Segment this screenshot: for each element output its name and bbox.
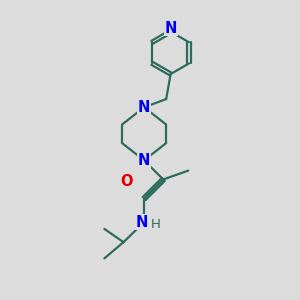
Text: N: N — [164, 21, 177, 36]
Text: N: N — [138, 153, 150, 168]
Text: N: N — [138, 100, 150, 115]
Text: H: H — [150, 218, 160, 231]
Text: O: O — [120, 174, 133, 189]
Text: N: N — [136, 214, 148, 230]
